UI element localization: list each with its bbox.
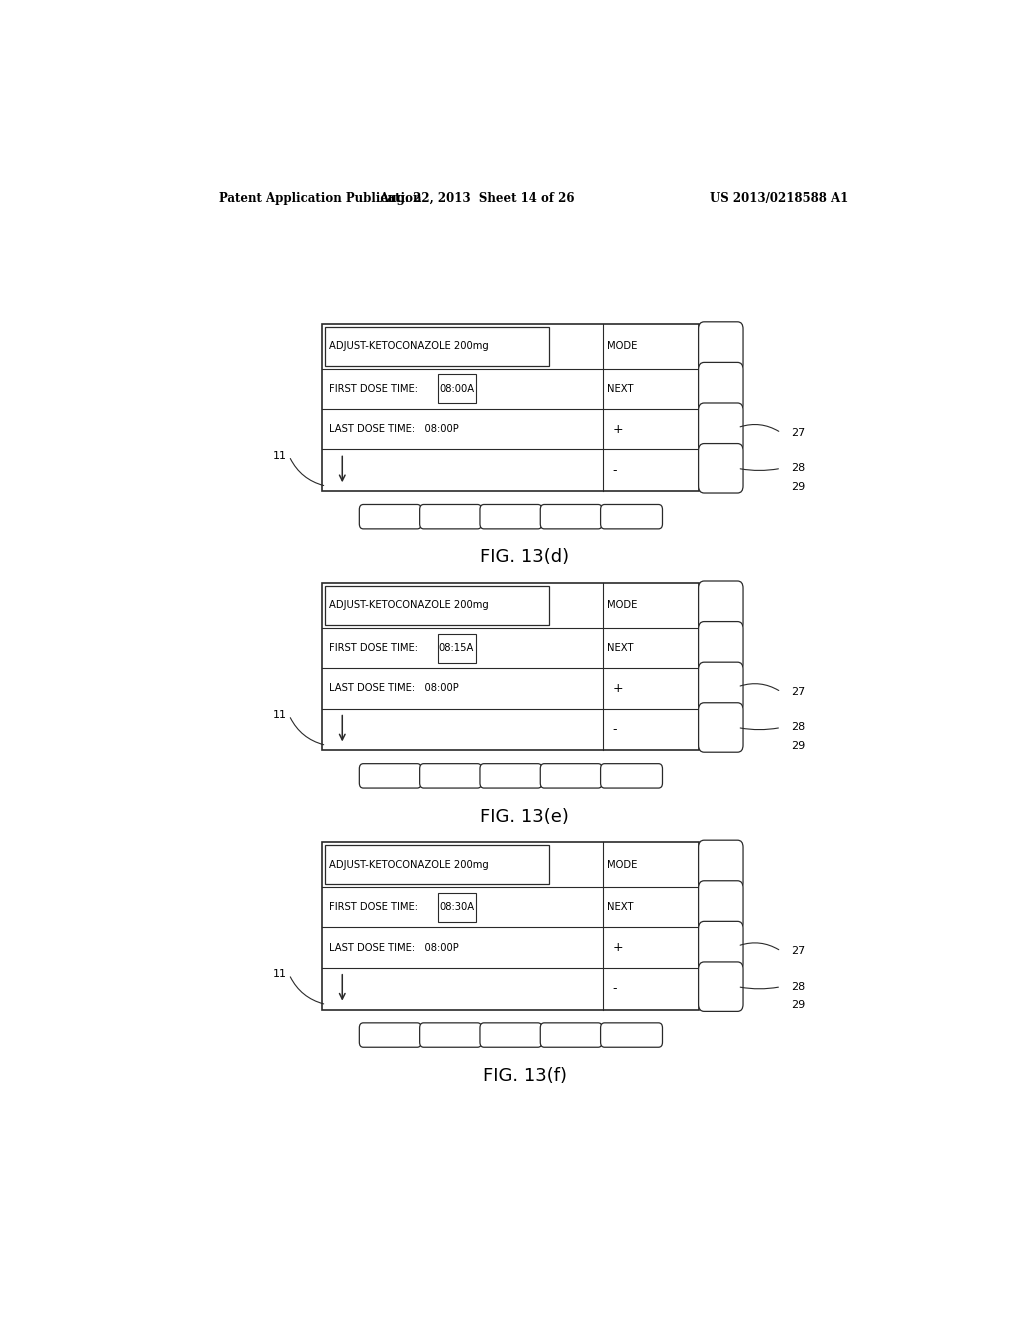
Text: +: +: [612, 682, 624, 694]
Text: 08:30A: 08:30A: [439, 903, 474, 912]
FancyBboxPatch shape: [420, 504, 481, 529]
FancyBboxPatch shape: [359, 504, 421, 529]
Bar: [323, 323, 699, 491]
Text: 11: 11: [272, 710, 287, 721]
Bar: [323, 842, 699, 1010]
Text: 29: 29: [792, 482, 806, 491]
Text: FIG. 13(d): FIG. 13(d): [480, 548, 569, 566]
Bar: [325, 586, 549, 624]
FancyBboxPatch shape: [698, 880, 743, 931]
Text: 11: 11: [272, 969, 287, 979]
FancyBboxPatch shape: [601, 764, 663, 788]
Text: LAST DOSE TIME:   08:00P: LAST DOSE TIME: 08:00P: [329, 424, 459, 434]
FancyBboxPatch shape: [698, 962, 743, 1011]
FancyBboxPatch shape: [541, 1023, 602, 1047]
FancyBboxPatch shape: [420, 764, 481, 788]
FancyBboxPatch shape: [480, 1023, 542, 1047]
Text: -: -: [612, 723, 617, 737]
FancyBboxPatch shape: [698, 921, 743, 970]
Text: 11: 11: [272, 451, 287, 461]
Text: FIRST DOSE TIME:: FIRST DOSE TIME:: [329, 384, 418, 393]
Text: 29: 29: [792, 1001, 806, 1010]
FancyBboxPatch shape: [698, 702, 743, 752]
FancyBboxPatch shape: [698, 622, 743, 671]
FancyBboxPatch shape: [698, 363, 743, 412]
Text: 28: 28: [792, 722, 806, 733]
Text: MODE: MODE: [607, 859, 638, 870]
Bar: [437, 892, 475, 921]
Text: LAST DOSE TIME:   08:00P: LAST DOSE TIME: 08:00P: [329, 942, 459, 953]
Text: ADJUST-KETOCONAZOLE 200mg: ADJUST-KETOCONAZOLE 200mg: [329, 341, 488, 351]
FancyBboxPatch shape: [698, 444, 743, 492]
Text: FIG. 13(e): FIG. 13(e): [480, 808, 569, 825]
Text: 27: 27: [792, 428, 806, 438]
FancyBboxPatch shape: [359, 764, 421, 788]
Text: +: +: [612, 422, 624, 436]
Text: ADJUST-KETOCONAZOLE 200mg: ADJUST-KETOCONAZOLE 200mg: [329, 601, 488, 610]
Text: US 2013/0218588 A1: US 2013/0218588 A1: [710, 191, 848, 205]
Bar: [325, 326, 549, 366]
FancyBboxPatch shape: [541, 504, 602, 529]
Text: +: +: [612, 941, 624, 954]
Text: 27: 27: [792, 686, 806, 697]
FancyBboxPatch shape: [480, 504, 542, 529]
Text: NEXT: NEXT: [607, 903, 634, 912]
Text: 08:15A: 08:15A: [439, 643, 474, 653]
Bar: [323, 582, 699, 751]
Text: MODE: MODE: [607, 341, 638, 351]
Bar: [325, 845, 549, 884]
FancyBboxPatch shape: [698, 403, 743, 453]
Text: 28: 28: [792, 463, 806, 474]
FancyBboxPatch shape: [698, 841, 743, 890]
Text: FIG. 13(f): FIG. 13(f): [482, 1067, 567, 1085]
Text: Aug. 22, 2013  Sheet 14 of 26: Aug. 22, 2013 Sheet 14 of 26: [380, 191, 574, 205]
Text: 08:00A: 08:00A: [439, 384, 474, 393]
Text: 27: 27: [792, 946, 806, 956]
Text: MODE: MODE: [607, 601, 638, 610]
FancyBboxPatch shape: [698, 322, 743, 371]
FancyBboxPatch shape: [420, 1023, 481, 1047]
Text: NEXT: NEXT: [607, 643, 634, 653]
FancyBboxPatch shape: [698, 581, 743, 631]
FancyBboxPatch shape: [480, 764, 542, 788]
FancyBboxPatch shape: [541, 764, 602, 788]
FancyBboxPatch shape: [359, 1023, 421, 1047]
Text: ADJUST-KETOCONAZOLE 200mg: ADJUST-KETOCONAZOLE 200mg: [329, 859, 488, 870]
FancyBboxPatch shape: [601, 1023, 663, 1047]
Text: -: -: [612, 463, 617, 477]
Text: Patent Application Publication: Patent Application Publication: [219, 191, 422, 205]
FancyBboxPatch shape: [601, 504, 663, 529]
Text: FIRST DOSE TIME:: FIRST DOSE TIME:: [329, 643, 418, 653]
Text: 29: 29: [792, 741, 806, 751]
Text: NEXT: NEXT: [607, 384, 634, 393]
Text: LAST DOSE TIME:   08:00P: LAST DOSE TIME: 08:00P: [329, 684, 459, 693]
Text: 28: 28: [792, 982, 806, 991]
Text: -: -: [612, 982, 617, 995]
Bar: [437, 375, 475, 404]
FancyBboxPatch shape: [698, 663, 743, 711]
Text: FIRST DOSE TIME:: FIRST DOSE TIME:: [329, 903, 418, 912]
Bar: [437, 634, 475, 663]
